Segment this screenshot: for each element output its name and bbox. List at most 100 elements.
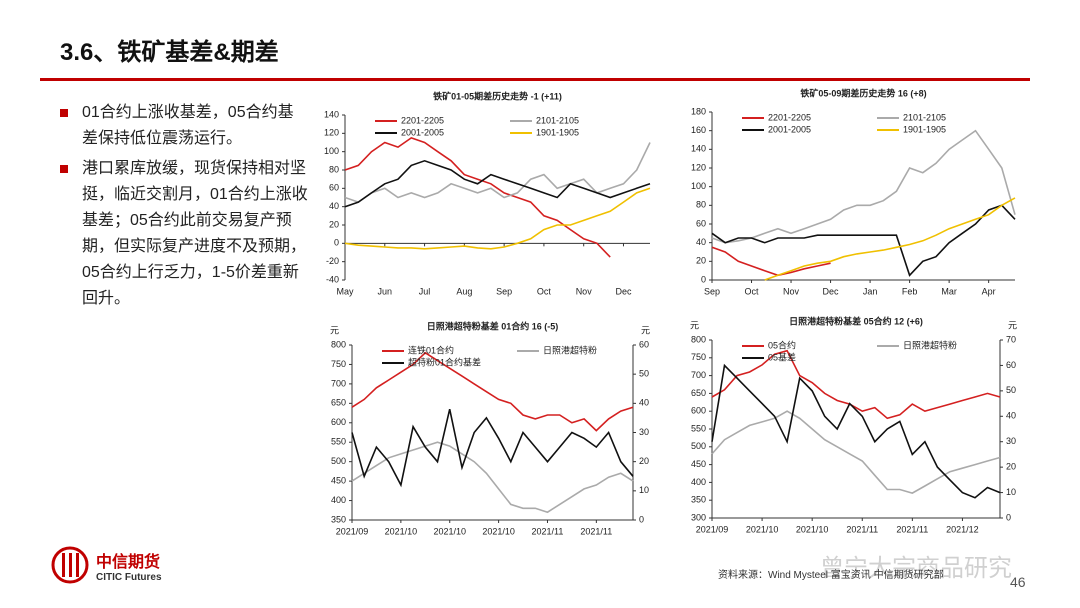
y-tick-label: 400 (691, 477, 706, 487)
y2-tick-label: 30 (639, 427, 649, 437)
legend-label: 超特粉01合约基差 (408, 356, 481, 367)
y-tick-label: 450 (691, 459, 706, 469)
y-tick-label: 700 (331, 378, 346, 388)
y-tick-label: 20 (696, 256, 706, 266)
chart-title: 铁矿05-09期差历史走势 16 (+8) (800, 87, 926, 98)
series-line (351, 351, 634, 432)
x-tick-label: Oct (537, 286, 552, 296)
x-tick-label: 2021/10 (482, 526, 515, 536)
y-tick-label: 160 (691, 125, 706, 135)
y-tick-label: 0 (334, 238, 339, 248)
x-tick-label: 2021/10 (385, 526, 418, 536)
legend-label: 1901-1905 (903, 124, 946, 134)
legend-label: 2201-2205 (768, 112, 811, 122)
series-line (711, 349, 1001, 420)
series-line (351, 409, 634, 488)
x-tick-label: Dec (615, 286, 632, 296)
y-tick-label: 650 (331, 398, 346, 408)
y-tick-label: 750 (691, 352, 706, 362)
x-tick-label: Nov (783, 286, 800, 296)
y2-tick-label: 50 (639, 369, 649, 379)
y-tick-label: 40 (329, 201, 339, 211)
y-tick-label: 100 (691, 181, 706, 191)
y-tick-label: 650 (691, 388, 706, 398)
y-tick-label: 140 (324, 109, 339, 119)
y-tick-label: 500 (691, 441, 706, 451)
y2-axis-label: 元 (1008, 320, 1017, 330)
y-tick-label: 180 (691, 106, 706, 116)
y-tick-label: 0 (701, 274, 706, 284)
y-tick-label: 120 (324, 128, 339, 138)
y-tick-label: 550 (691, 423, 706, 433)
x-tick-label: Sep (704, 286, 720, 296)
legend-label: 日照港超特粉 (903, 339, 957, 350)
x-tick-label: 2021/12 (946, 524, 979, 534)
y-tick-label: 120 (691, 162, 706, 172)
page-number: 46 (1010, 574, 1026, 590)
y2-tick-label: 60 (1006, 360, 1016, 370)
series-line (344, 159, 651, 208)
x-tick-label: 2021/11 (580, 526, 612, 536)
y-tick-label: 140 (691, 144, 706, 154)
source-note: 资料来源：Wind Mysteel 富宝资讯 中信期货研究部 (718, 570, 944, 581)
series-line (711, 410, 1001, 494)
x-tick-label: Oct (745, 286, 760, 296)
y-tick-label: 20 (329, 219, 339, 229)
x-tick-label: Sep (496, 286, 512, 296)
y-axis-label: 元 (330, 325, 339, 335)
y-tick-label: -40 (326, 274, 339, 284)
x-tick-label: 2021/10 (796, 524, 829, 534)
x-tick-label: 2021/09 (336, 526, 369, 536)
y2-tick-label: 0 (1006, 512, 1011, 522)
y-tick-label: 400 (331, 495, 346, 505)
series-line (711, 204, 1016, 277)
x-tick-label: 2021/10 (433, 526, 466, 536)
legend-label: 05合约 (768, 339, 796, 350)
logo-english: CITIC Futures (96, 571, 162, 583)
y2-tick-label: 40 (639, 398, 649, 408)
x-tick-label: 2021/10 (746, 524, 779, 534)
y2-axis-label: 元 (641, 325, 650, 335)
y-tick-label: 600 (331, 417, 346, 427)
y2-tick-label: 60 (639, 339, 649, 349)
x-tick-label: Aug (456, 286, 472, 296)
x-tick-label: Feb (902, 286, 918, 296)
legend-label: 1901-1905 (536, 127, 579, 137)
y-tick-label: 350 (691, 495, 706, 505)
x-tick-label: 2021/11 (532, 526, 564, 536)
x-tick-label: Jul (419, 286, 431, 296)
watermark: 曾宁大宗商品研究 (820, 555, 1012, 582)
legend-label: 2101-2105 (903, 112, 946, 122)
x-tick-label: Dec (823, 286, 840, 296)
y-tick-label: -20 (326, 256, 339, 266)
y-tick-label: 500 (331, 456, 346, 466)
logo-name: 中信期货 (96, 553, 161, 571)
y2-tick-label: 20 (639, 456, 649, 466)
y-tick-label: 350 (331, 514, 346, 524)
bullet: 港口累库放缓，现货保持相对坚挺，临近交割月，01合约上涨收基差；05合约此前交易… (58, 156, 308, 312)
legend-label: 日照港超特粉 (543, 344, 597, 355)
x-tick-label: May (336, 286, 354, 296)
y-tick-label: 700 (691, 370, 706, 380)
y2-tick-label: 40 (1006, 411, 1016, 421)
x-tick-label: Mar (941, 286, 957, 296)
series-line (711, 129, 1016, 244)
slide-title: 3.6、铁矿基差&期差 (60, 39, 279, 66)
y2-tick-label: 0 (639, 514, 644, 524)
logo-mark (51, 546, 89, 584)
series-line (351, 441, 634, 514)
y-tick-label: 450 (331, 475, 346, 485)
x-tick-label: 2021/09 (696, 524, 729, 534)
y-tick-label: 60 (329, 183, 339, 193)
legend-label: 2001-2005 (401, 127, 444, 137)
x-tick-label: Apr (982, 286, 996, 296)
legend-label: 连铁01合约 (408, 344, 454, 355)
y2-tick-label: 20 (1006, 462, 1016, 472)
series-line (711, 246, 831, 277)
legend-label: 05基差 (768, 351, 796, 362)
x-tick-label: Jan (863, 286, 878, 296)
legend-label: 2001-2005 (768, 124, 811, 134)
x-tick-label: 2021/11 (896, 524, 928, 534)
